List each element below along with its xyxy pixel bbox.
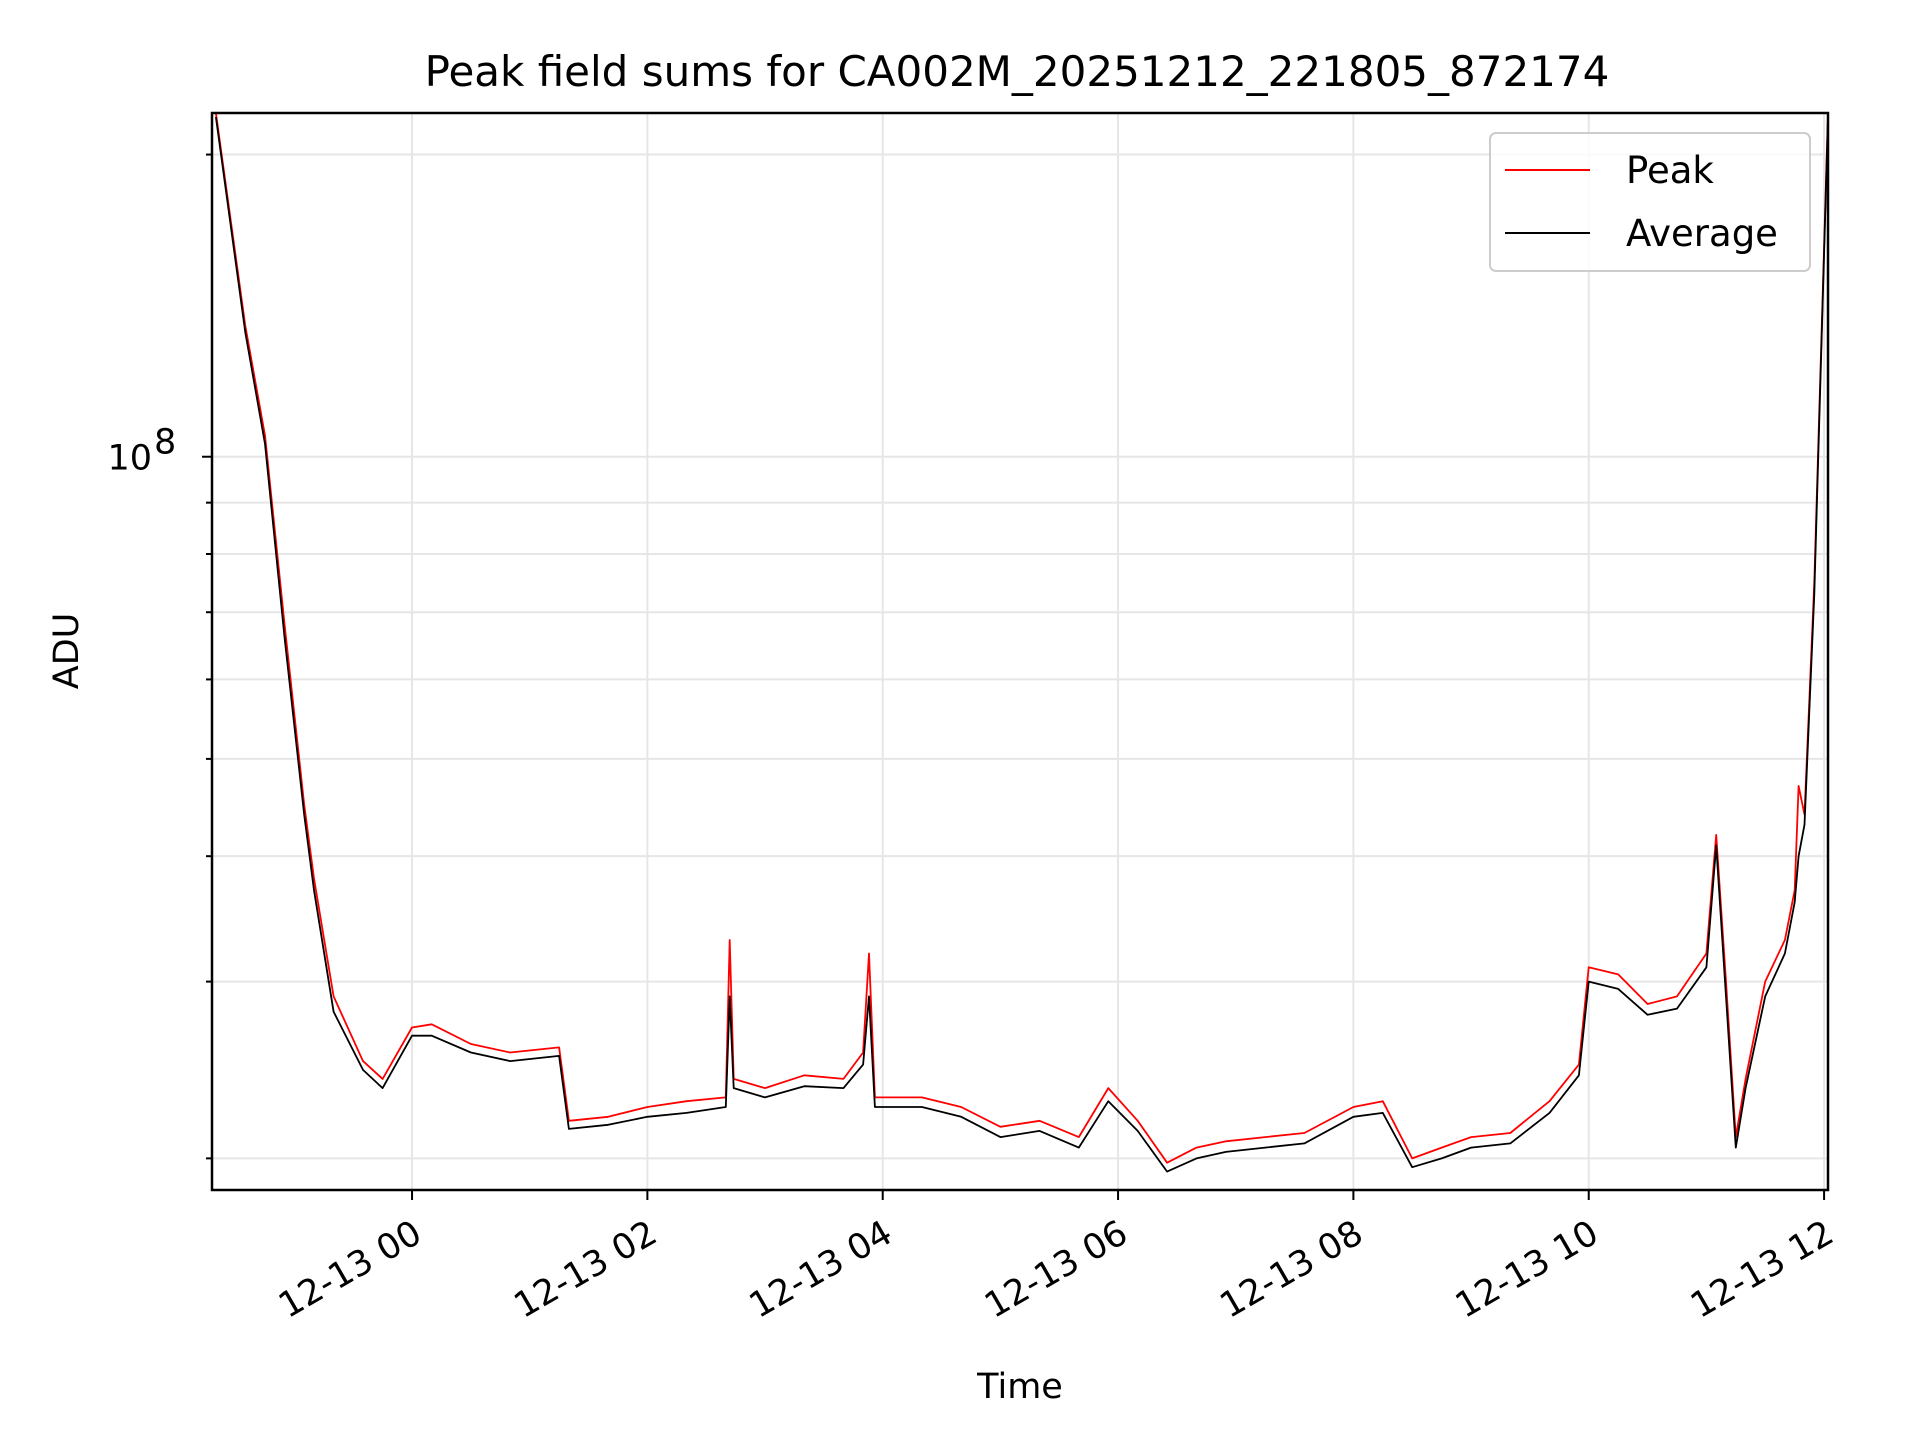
legend-label: Peak <box>1626 149 1714 192</box>
series-line-average <box>215 116 1828 1173</box>
chart-title: Peak field sums for CA002M_20251212_2218… <box>425 47 1610 96</box>
legend: Peak Average <box>1489 132 1811 272</box>
plot-frame <box>210 111 1830 1192</box>
y-axis-label: ADU <box>47 613 87 690</box>
series-layer <box>215 113 1828 1173</box>
grid <box>212 113 1828 1190</box>
y-tick-exponent: 8 <box>154 423 176 463</box>
legend-label: Average <box>1626 212 1778 255</box>
x-axis-label: Time <box>976 1367 1063 1407</box>
legend-box <box>1489 132 1811 272</box>
y-axis: 10 8 <box>107 153 212 1160</box>
y-tick-label: 10 <box>107 439 152 479</box>
series-line-peak <box>215 113 1828 1164</box>
